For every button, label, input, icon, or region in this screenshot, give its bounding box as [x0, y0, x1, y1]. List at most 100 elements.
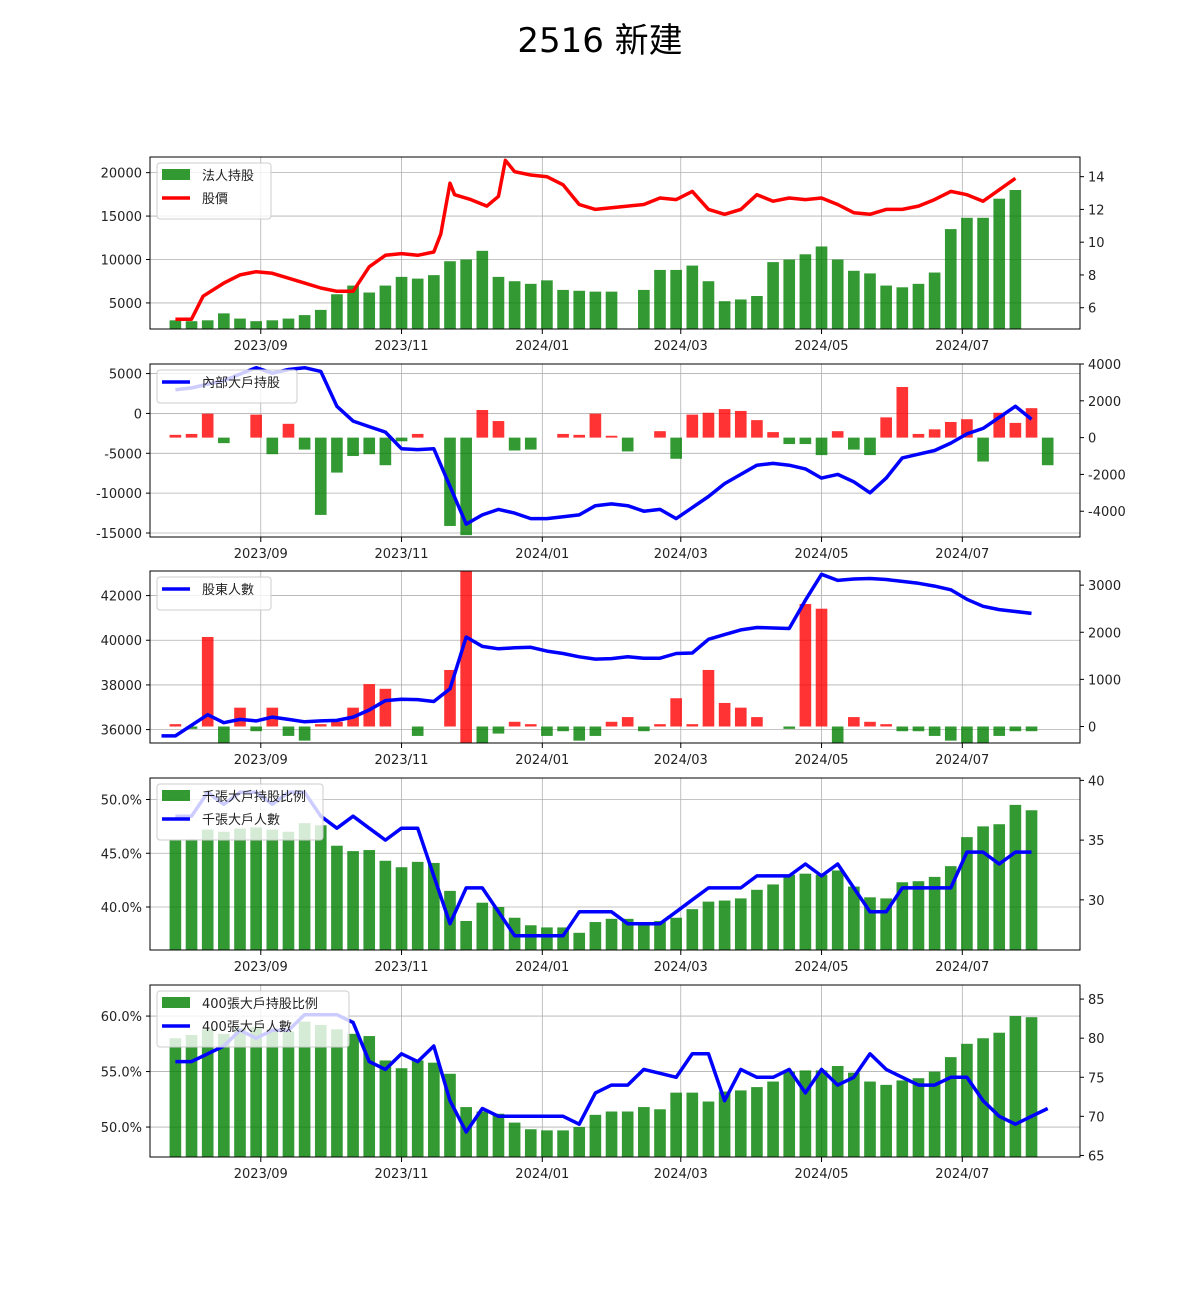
x-tick-label: 2024/05 — [795, 547, 849, 562]
bar — [670, 269, 682, 329]
y2-tick-label: 40 — [1088, 774, 1105, 789]
bar — [573, 932, 586, 950]
bar — [541, 726, 553, 736]
x-tick-label: 2023/09 — [234, 960, 288, 975]
bar — [702, 901, 715, 950]
bar — [185, 321, 198, 329]
bar — [282, 831, 295, 950]
bar — [444, 437, 456, 526]
bar — [961, 837, 973, 950]
bar — [783, 1071, 796, 1157]
bar — [298, 437, 311, 450]
bar — [864, 1081, 876, 1157]
bar — [751, 717, 763, 727]
bar — [686, 1092, 699, 1157]
bar — [234, 1028, 246, 1157]
bar — [961, 726, 973, 743]
bar — [944, 229, 957, 329]
bar — [444, 1073, 456, 1157]
bar — [605, 1111, 618, 1157]
bar — [347, 851, 359, 950]
y-tick-label: -15000 — [96, 527, 142, 542]
bar — [331, 721, 343, 727]
x-tick-label: 2024/07 — [935, 1167, 989, 1182]
series-line — [175, 365, 1033, 526]
bar — [460, 920, 472, 950]
legend-label: 股價 — [202, 192, 228, 207]
bar — [944, 421, 957, 438]
y-tick-label: -5000 — [104, 447, 142, 462]
bar — [476, 1111, 489, 1157]
bar — [686, 414, 699, 438]
bar — [524, 925, 537, 950]
bar — [944, 1057, 957, 1157]
bar — [896, 726, 909, 732]
y-tick-label: 40000 — [101, 634, 142, 649]
bar — [266, 320, 279, 329]
bar — [460, 571, 472, 743]
bar — [266, 1029, 279, 1157]
bar — [282, 423, 295, 438]
y2-tick-label: 0 — [1088, 432, 1096, 447]
bar — [686, 909, 699, 950]
bar — [896, 882, 909, 950]
bar — [848, 717, 860, 727]
y2-tick-label: 35 — [1088, 834, 1105, 849]
bar — [524, 1129, 537, 1157]
y2-tick-label: 8 — [1088, 269, 1096, 284]
bar — [395, 437, 408, 442]
bar — [848, 437, 860, 450]
bar — [605, 918, 618, 950]
legend: 股東人數 — [156, 576, 272, 611]
x-tick-label: 2023/09 — [234, 339, 288, 354]
bar — [993, 726, 1006, 736]
bar — [573, 726, 586, 741]
bar — [250, 1027, 262, 1157]
x-tick-label: 2024/01 — [515, 1167, 569, 1182]
bar — [395, 1068, 408, 1157]
bar — [218, 437, 230, 444]
bar — [977, 726, 989, 743]
bar — [314, 724, 327, 727]
bar — [282, 1031, 295, 1157]
bar — [993, 412, 1006, 438]
bar — [379, 437, 392, 466]
bar — [928, 1071, 941, 1157]
x-tick-label: 2023/11 — [375, 960, 429, 975]
bar — [977, 437, 989, 462]
bar — [428, 1062, 440, 1157]
bar — [718, 702, 731, 727]
bar — [298, 823, 311, 950]
bar — [298, 315, 311, 329]
bar — [686, 724, 699, 727]
series-line — [175, 158, 1017, 321]
y2-tick-label: 3000 — [1088, 579, 1121, 594]
bar — [411, 861, 424, 950]
bar — [1009, 190, 1022, 329]
bar — [331, 437, 343, 473]
bar — [524, 724, 537, 727]
bar — [718, 301, 731, 329]
x-tick-label: 2024/05 — [795, 960, 849, 975]
x-tick-label: 2024/01 — [515, 339, 569, 354]
bar — [185, 1034, 198, 1157]
bar — [928, 272, 941, 329]
bar — [492, 907, 505, 950]
series-line — [161, 572, 1032, 738]
y-tick-label: -10000 — [96, 487, 142, 502]
bar — [314, 437, 327, 515]
x-tick-label: 2023/11 — [375, 1167, 429, 1182]
bar — [977, 217, 989, 329]
bar — [848, 1072, 860, 1157]
y-tick-label: 0 — [134, 407, 142, 422]
y2-tick-label: 1000 — [1088, 673, 1121, 688]
y2-tick-label: 80 — [1088, 1032, 1105, 1047]
bar — [266, 829, 279, 950]
bar — [848, 270, 860, 329]
bar — [492, 276, 505, 329]
bar — [670, 437, 682, 459]
x-tick-label: 2024/05 — [795, 1167, 849, 1182]
bar — [831, 431, 844, 438]
bar — [347, 285, 359, 329]
bar — [363, 850, 376, 950]
